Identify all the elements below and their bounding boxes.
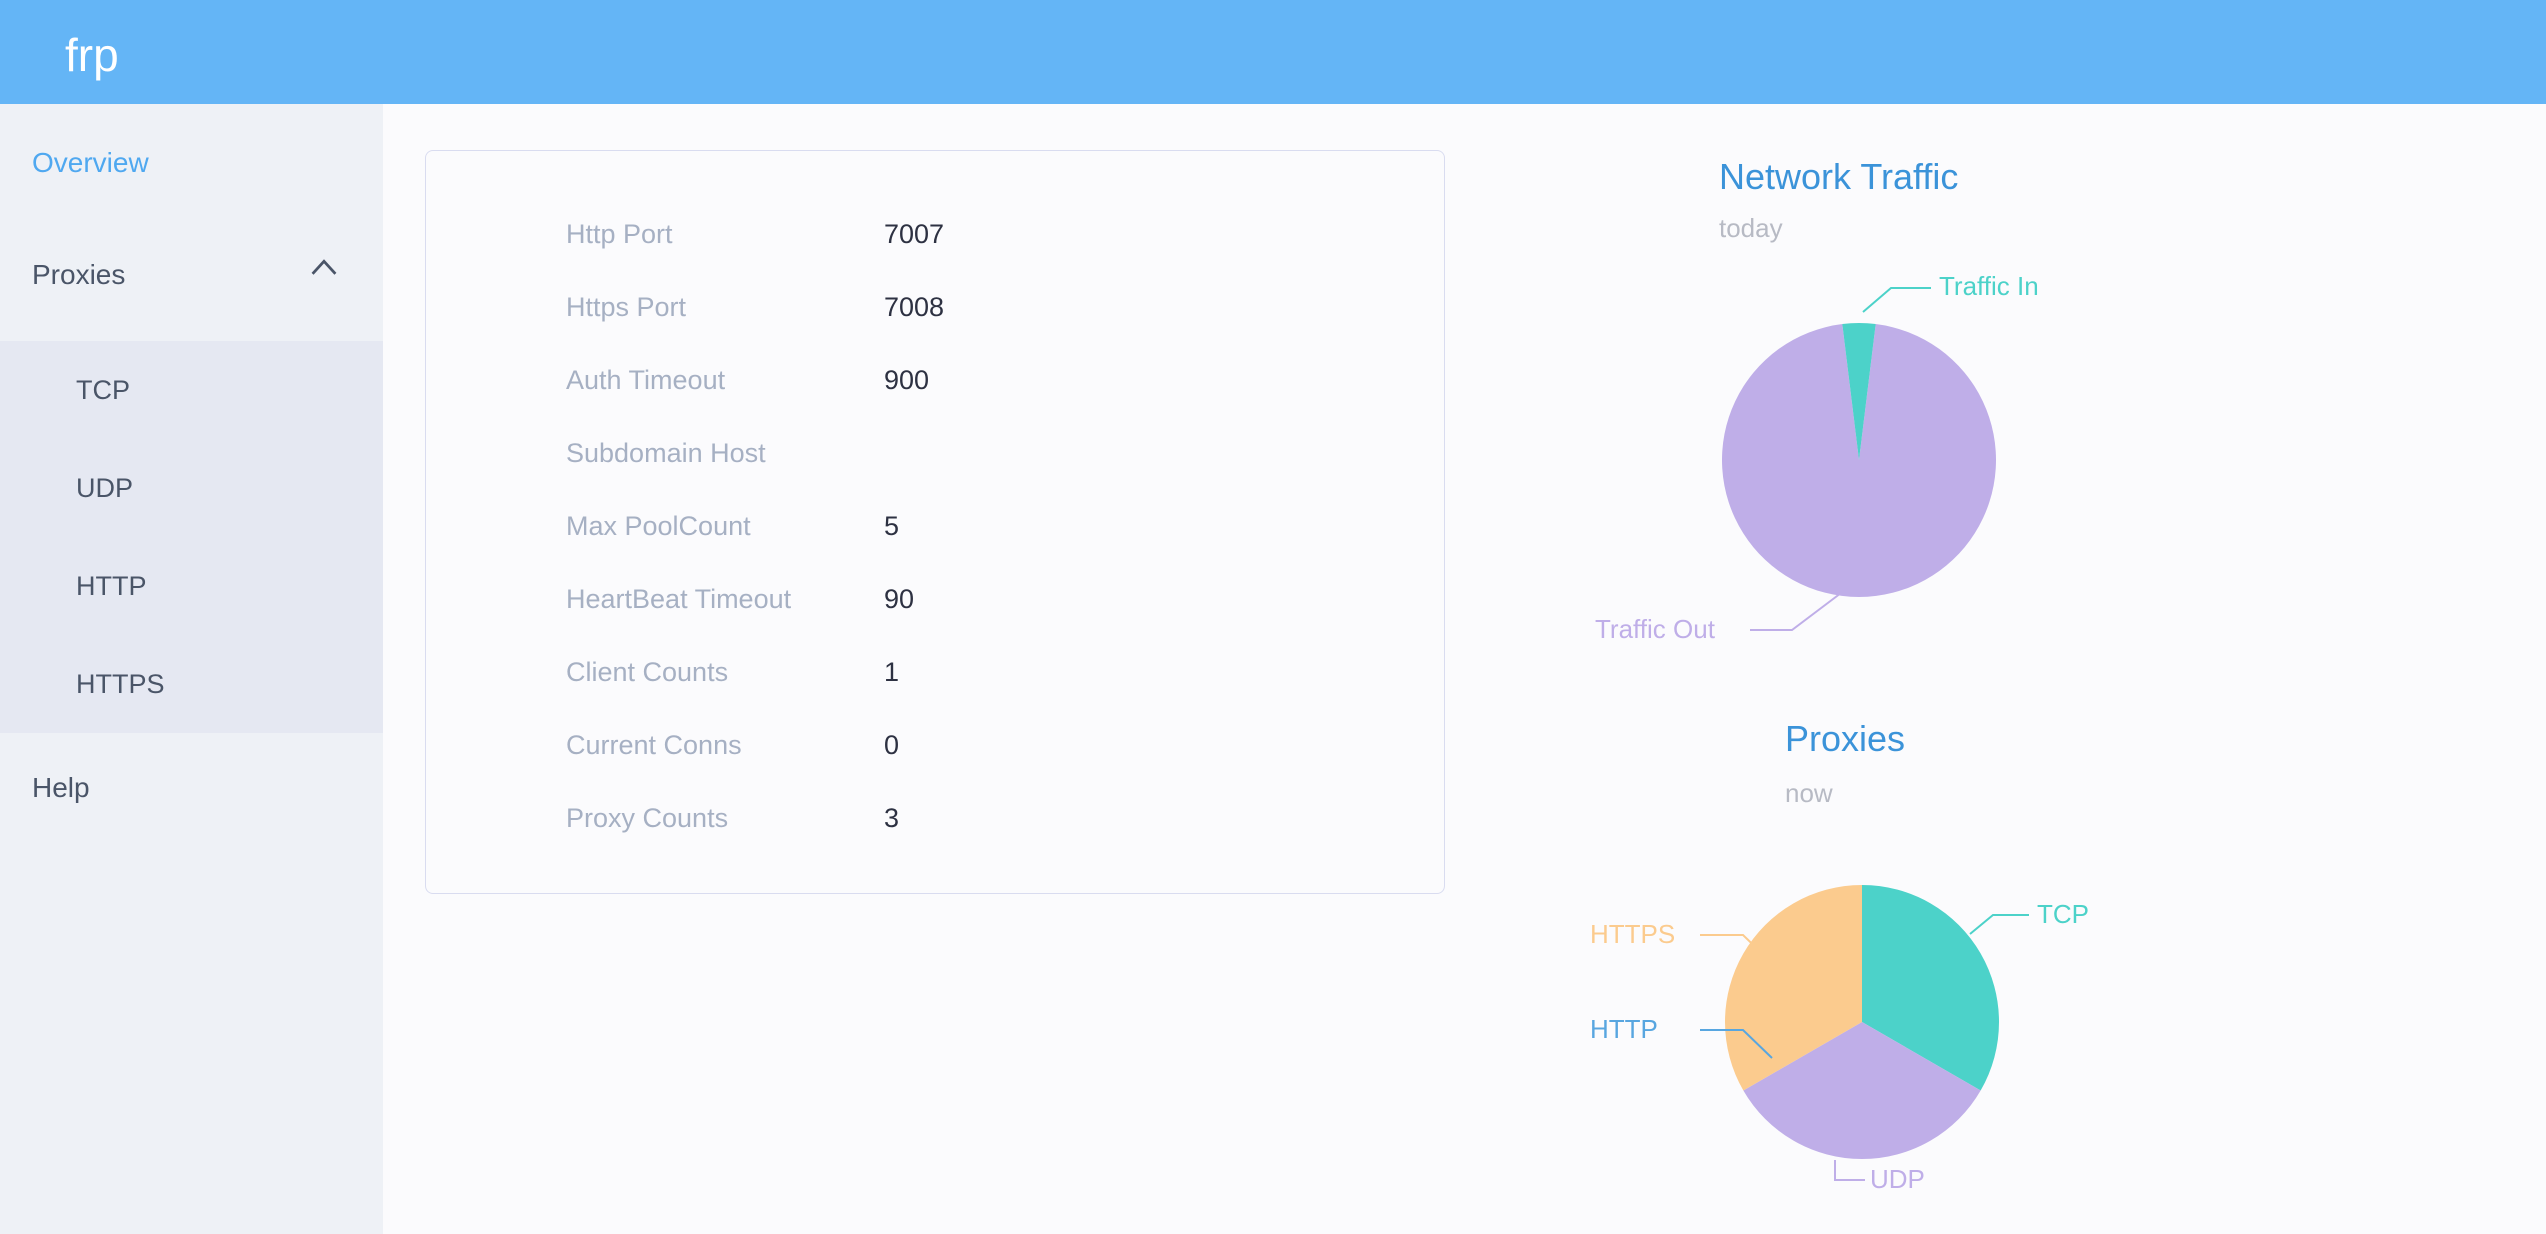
svg-text:Traffic In: Traffic In bbox=[1939, 271, 2039, 301]
svg-text:TCP: TCP bbox=[2037, 899, 2089, 929]
svg-text:HTTP: HTTP bbox=[1590, 1014, 1658, 1044]
svg-text:Traffic Out: Traffic Out bbox=[1595, 614, 1716, 644]
svg-text:UDP: UDP bbox=[1870, 1164, 1925, 1194]
svg-text:HTTPS: HTTPS bbox=[1590, 919, 1675, 949]
